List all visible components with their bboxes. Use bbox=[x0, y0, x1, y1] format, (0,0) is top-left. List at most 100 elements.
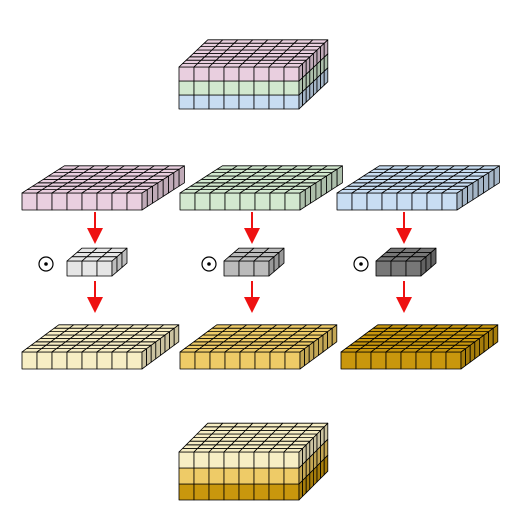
top-cell bbox=[283, 63, 304, 68]
top-cell bbox=[301, 429, 322, 435]
front-cell bbox=[375, 260, 392, 277]
front-cell bbox=[178, 80, 195, 96]
front-cell bbox=[178, 66, 195, 82]
top-cell bbox=[478, 165, 500, 170]
front-cell bbox=[193, 66, 210, 82]
front-cell bbox=[51, 192, 68, 211]
front-cell bbox=[223, 66, 240, 82]
output-map-3 bbox=[340, 324, 499, 370]
odot-icon-3 bbox=[353, 256, 369, 272]
front-cell bbox=[396, 192, 413, 211]
top-cell bbox=[297, 433, 318, 439]
front-cell bbox=[223, 260, 240, 277]
odot-icon-2 bbox=[201, 256, 217, 272]
front-cell bbox=[355, 351, 372, 370]
front-cell bbox=[224, 351, 241, 370]
front-cell bbox=[340, 351, 357, 370]
front-cell bbox=[283, 94, 300, 110]
top-cell bbox=[297, 49, 318, 54]
front-cell bbox=[193, 80, 210, 96]
front-cell bbox=[269, 351, 286, 370]
front-cell bbox=[238, 94, 255, 110]
front-cell bbox=[269, 192, 286, 211]
input-channel-3 bbox=[336, 165, 500, 211]
top-cell bbox=[316, 324, 338, 329]
front-cell bbox=[36, 192, 53, 211]
front-cell bbox=[178, 94, 195, 110]
top-cell bbox=[158, 324, 180, 329]
front-cell bbox=[283, 467, 300, 485]
front-cell bbox=[223, 94, 240, 110]
top-cell bbox=[294, 437, 314, 442]
front-cell bbox=[336, 192, 353, 211]
front-cell bbox=[223, 467, 240, 485]
front-cell bbox=[268, 451, 285, 469]
front-cell bbox=[96, 260, 113, 277]
output-map-1 bbox=[21, 324, 180, 370]
front-cell bbox=[268, 66, 285, 82]
front-cell bbox=[366, 192, 383, 211]
front-cell bbox=[21, 351, 38, 370]
front-cell bbox=[268, 94, 285, 110]
front-cell bbox=[126, 351, 143, 370]
front-cell bbox=[178, 451, 195, 469]
output-map-2 bbox=[179, 324, 338, 370]
front-cell bbox=[283, 80, 300, 96]
front-cell bbox=[239, 192, 256, 211]
top-cell bbox=[283, 447, 304, 453]
odot-icon-1 bbox=[38, 256, 54, 272]
input-channel-2 bbox=[179, 165, 343, 211]
front-cell bbox=[238, 451, 255, 469]
front-cell bbox=[193, 483, 210, 501]
front-cell bbox=[253, 94, 270, 110]
front-cell bbox=[193, 451, 210, 469]
front-cell bbox=[223, 80, 240, 96]
top-cell bbox=[106, 247, 128, 253]
top-cell bbox=[305, 42, 325, 47]
front-cell bbox=[239, 351, 256, 370]
front-cell bbox=[253, 451, 270, 469]
front-cell bbox=[445, 351, 462, 370]
top-cell bbox=[263, 247, 285, 253]
front-cell bbox=[283, 66, 300, 82]
front-cell bbox=[253, 260, 270, 277]
front-cell bbox=[284, 192, 301, 211]
kernel-3 bbox=[375, 247, 437, 277]
top-cell bbox=[294, 53, 314, 58]
front-cell bbox=[370, 351, 387, 370]
front-cell bbox=[253, 66, 270, 82]
front-cell bbox=[400, 351, 417, 370]
front-cell bbox=[194, 351, 211, 370]
front-cell bbox=[253, 80, 270, 96]
front-cell bbox=[208, 467, 225, 485]
front-cell bbox=[268, 483, 285, 501]
front-cell bbox=[254, 192, 271, 211]
front-cell bbox=[111, 192, 128, 211]
front-cell bbox=[405, 260, 422, 277]
front-cell bbox=[111, 351, 128, 370]
top-cell bbox=[290, 440, 311, 446]
front-cell bbox=[208, 451, 225, 469]
front-cell bbox=[415, 351, 432, 370]
front-cell bbox=[193, 467, 210, 485]
front-cell bbox=[284, 351, 301, 370]
top-cell bbox=[308, 422, 329, 428]
front-cell bbox=[238, 260, 255, 277]
front-cell bbox=[208, 94, 225, 110]
front-cell bbox=[238, 467, 255, 485]
front-cell bbox=[66, 260, 83, 277]
top-cell bbox=[477, 324, 499, 329]
front-cell bbox=[268, 80, 285, 96]
front-cell bbox=[254, 351, 271, 370]
top-cell bbox=[287, 59, 307, 64]
front-cell bbox=[238, 80, 255, 96]
front-cell bbox=[381, 192, 398, 211]
front-cell bbox=[238, 66, 255, 82]
front-cell bbox=[51, 351, 68, 370]
input-tensor bbox=[178, 39, 329, 110]
front-cell bbox=[430, 351, 447, 370]
front-cell bbox=[208, 80, 225, 96]
front-cell bbox=[66, 192, 83, 211]
front-cell bbox=[385, 351, 402, 370]
front-cell bbox=[21, 192, 38, 211]
